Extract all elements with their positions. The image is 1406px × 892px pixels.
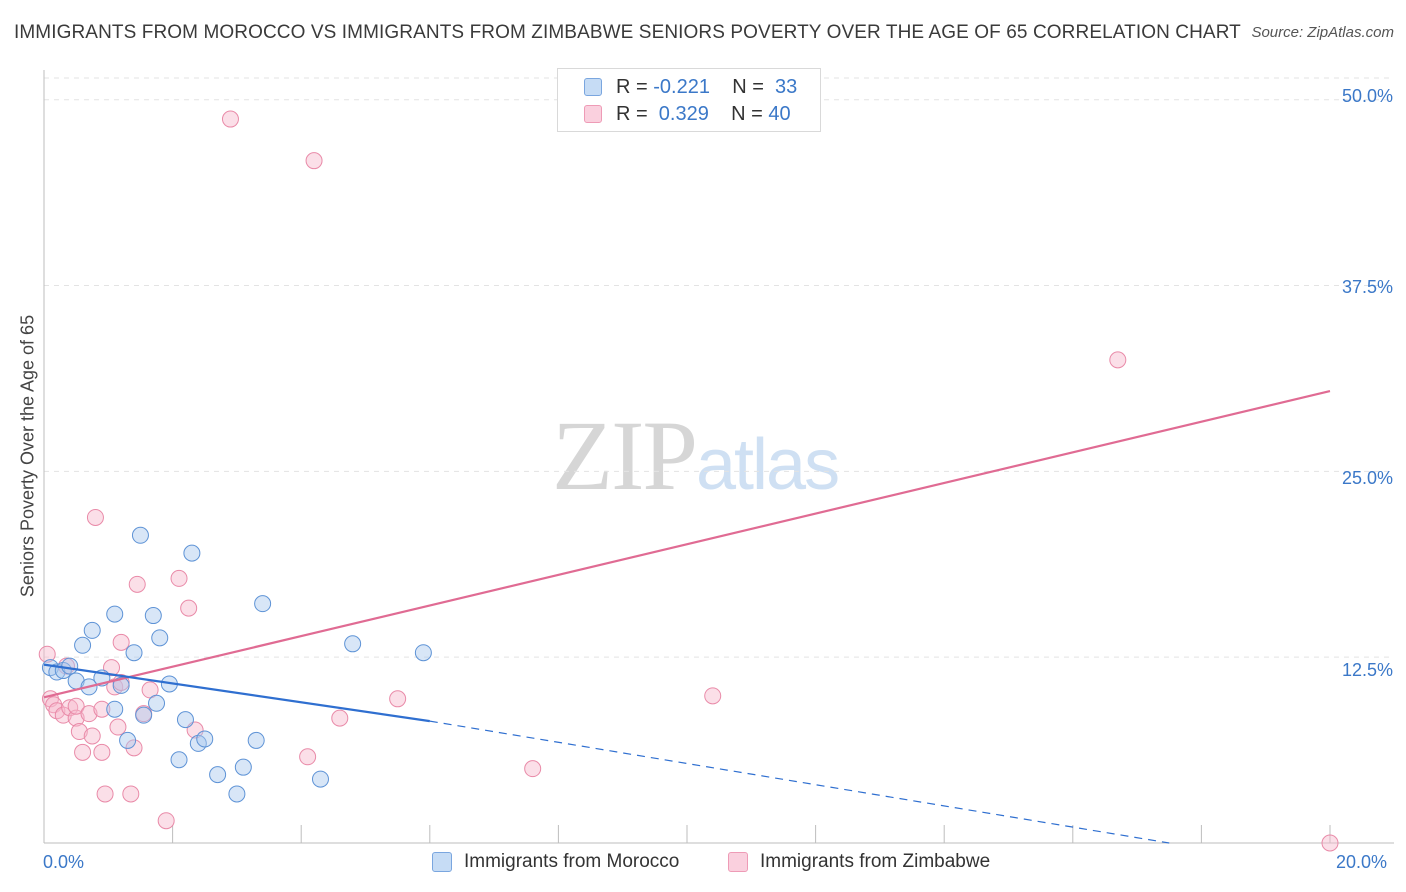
zimbabwe-point: [299, 748, 317, 766]
zimbabwe-point: [112, 633, 130, 651]
zimbabwe-point: [1109, 351, 1127, 369]
zimbabwe-point: [80, 705, 98, 723]
morocco-point: [151, 629, 169, 647]
morocco-point: [112, 676, 130, 694]
morocco-point: [311, 770, 329, 788]
legend-r-label: R =: [616, 75, 648, 98]
zimbabwe-point: [157, 812, 175, 830]
series-legend-zimbabwe[interactable]: Immigrants from Zimbabwe: [728, 851, 990, 873]
zimbabwe-point: [93, 700, 111, 718]
morocco-point: [119, 731, 137, 749]
zimbabwe-trendline: [43, 390, 1331, 699]
watermark: ZIPatlas: [552, 398, 840, 513]
zimbabwe-point: [221, 110, 239, 128]
morocco-point: [176, 711, 194, 729]
morocco-point: [61, 657, 79, 675]
morocco-point: [254, 595, 272, 613]
morocco-point: [344, 635, 362, 653]
legend-n-value: 33: [775, 75, 798, 98]
zimbabwe-point: [1321, 834, 1339, 852]
legend-r-value: -0.221: [653, 75, 710, 98]
zimbabwe-point: [186, 721, 204, 739]
legend-n-label: N =: [731, 102, 763, 125]
y-tick-label: 37.5%: [1341, 277, 1393, 297]
zimbabwe-point: [38, 645, 56, 663]
zimbabwe-point: [524, 760, 542, 778]
morocco-trendline-extension: [429, 720, 1170, 844]
morocco-point: [144, 607, 162, 625]
zimbabwe-point: [67, 697, 85, 715]
morocco-point: [247, 731, 265, 749]
chart-title: IMMIGRANTS FROM MOROCCO VS IMMIGRANTS FR…: [14, 22, 1241, 43]
zimbabwe-point: [93, 743, 111, 761]
series-legend-label: Immigrants from Zimbabwe: [760, 851, 991, 872]
correlation-legend: R = -0.221 N = 33 R = 0.329 N = 40: [557, 68, 821, 132]
legend-row-zimbabwe: R = 0.329 N = 40: [584, 102, 791, 126]
source-label: Source: ZipAtlas.com: [1251, 24, 1394, 41]
zimbabwe-point: [74, 743, 92, 761]
legend-row-morocco: R = -0.221 N = 33: [584, 75, 797, 99]
zimbabwe-point: [96, 785, 114, 803]
zimbabwe-point: [170, 569, 188, 587]
y-tick-label: 50.0%: [1341, 86, 1393, 106]
legend-r-label: R =: [616, 102, 648, 125]
morocco-trendline: [43, 663, 430, 723]
morocco-point: [209, 766, 227, 784]
x-tick-label: 20.0%: [1336, 852, 1388, 872]
zimbabwe-point: [122, 785, 140, 803]
morocco-point: [106, 700, 124, 718]
x-tick-label: 0.0%: [43, 852, 85, 872]
morocco-point: [196, 730, 214, 748]
series-legend-morocco[interactable]: Immigrants from Morocco: [432, 851, 679, 873]
watermark-zip: ZIP: [552, 400, 698, 511]
morocco-point: [131, 526, 149, 544]
zimbabwe-point: [86, 508, 104, 526]
zimbabwe-point: [305, 152, 323, 170]
legend-swatch-morocco: [584, 78, 602, 96]
morocco-point: [414, 644, 432, 662]
zimbabwe-point: [67, 709, 85, 727]
zimbabwe-point: [109, 718, 127, 736]
zimbabwe-point: [83, 727, 101, 745]
morocco-point: [170, 751, 188, 769]
y-axis-label: Seniors Poverty Over the Age of 65: [17, 314, 38, 598]
watermark-atlas: atlas: [696, 425, 840, 505]
morocco-point: [148, 694, 166, 712]
morocco-point: [228, 785, 246, 803]
zimbabwe-point: [180, 599, 198, 617]
morocco-point: [106, 605, 124, 623]
legend-n-label: N =: [732, 75, 764, 98]
series-swatch-zimbabwe: [728, 852, 748, 872]
morocco-point: [234, 758, 252, 776]
morocco-point: [83, 621, 101, 639]
zimbabwe-point: [61, 699, 79, 717]
morocco-point: [183, 544, 201, 562]
morocco-point: [135, 706, 153, 724]
y-tick-label: 25.0%: [1341, 468, 1393, 488]
y-tick-label: 12.5%: [1341, 660, 1393, 680]
legend-r-value: 0.329: [653, 102, 709, 125]
series-swatch-morocco: [432, 852, 452, 872]
legend-n-value: 40: [768, 102, 791, 125]
zimbabwe-point: [128, 575, 146, 593]
morocco-point: [125, 644, 143, 662]
zimbabwe-point: [331, 709, 349, 727]
series-legend: Immigrants from Morocco Immigrants from …: [0, 851, 1406, 877]
legend-swatch-zimbabwe: [584, 105, 602, 123]
zimbabwe-point: [389, 690, 407, 708]
zimbabwe-point: [70, 723, 88, 741]
zimbabwe-point: [704, 687, 722, 705]
morocco-point: [74, 636, 92, 654]
series-legend-label: Immigrants from Morocco: [464, 851, 680, 872]
